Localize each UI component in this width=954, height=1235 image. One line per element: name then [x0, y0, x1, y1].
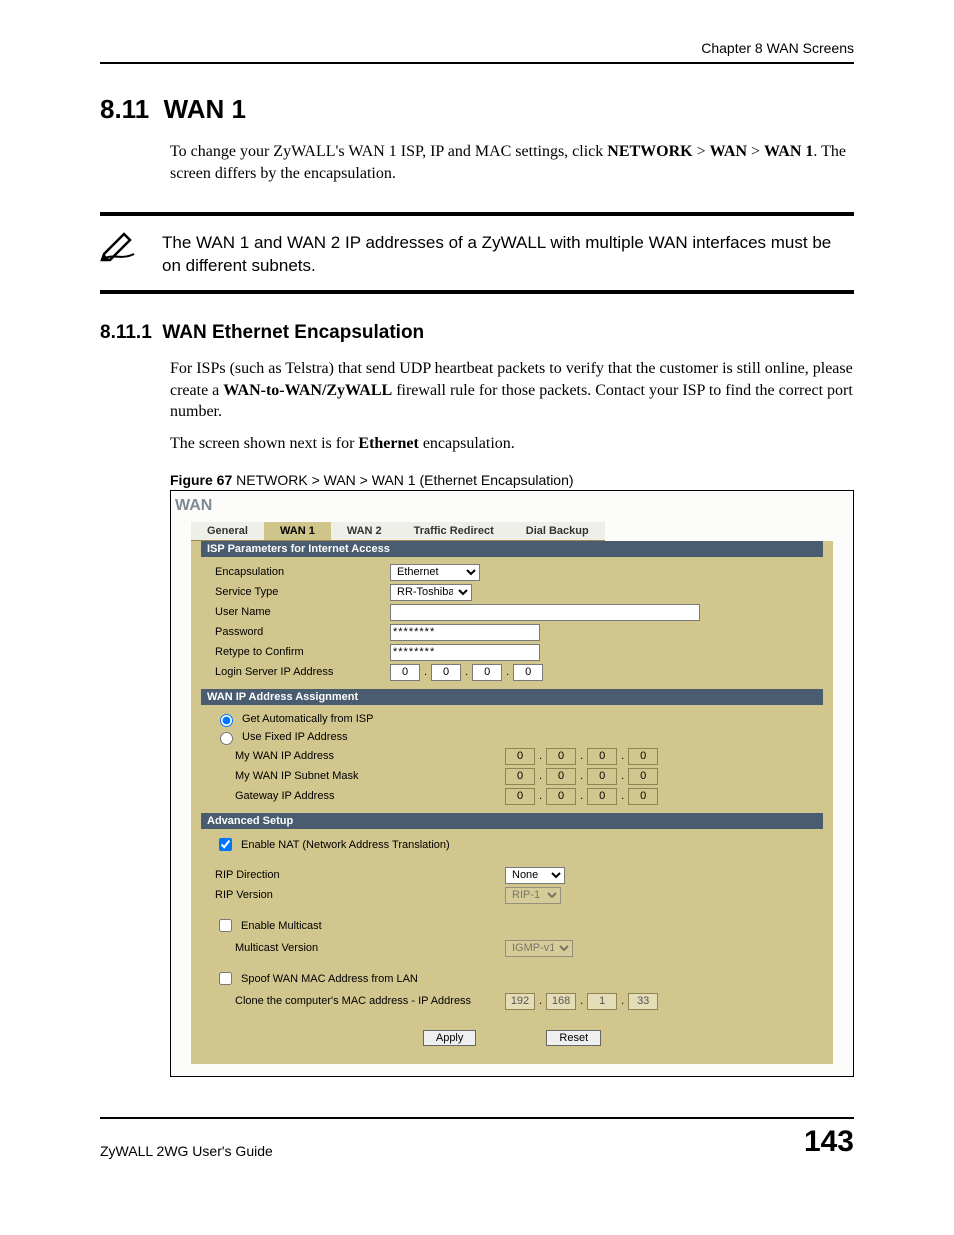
sub-para-2: The screen shown next is for Ethernet en… [170, 433, 854, 455]
rip-version-label: RIP Version [215, 889, 505, 901]
tab-wan2[interactable]: WAN 2 [331, 522, 398, 541]
subsection-title: WAN Ethernet Encapsulation [162, 322, 424, 343]
clone-mac-label: Clone the computer's MAC address - IP Ad… [215, 995, 505, 1007]
mywanip-oct-2[interactable] [546, 748, 576, 765]
login-ip-oct-3[interactable] [472, 664, 502, 681]
multicast-label: Enable Multicast [241, 920, 322, 932]
clone-oct-3[interactable] [587, 993, 617, 1010]
multicast-version-label: Multicast Version [215, 942, 505, 954]
group-advanced-title: Advanced Setup [201, 813, 823, 829]
my-wan-mask: . . . [505, 768, 658, 785]
chapter-header: Chapter 8 WAN Screens [100, 40, 854, 64]
spoof-mac-label: Spoof WAN MAC Address from LAN [241, 973, 418, 985]
multicast-checkbox[interactable] [219, 919, 232, 932]
figure-screenshot: WAN General WAN 1 WAN 2 Traffic Redirect… [170, 490, 854, 1077]
footer-guide-name: ZyWALL 2WG User's Guide [100, 1143, 273, 1159]
group-wanip-title: WAN IP Address Assignment [201, 689, 823, 705]
spoof-mac-checkbox[interactable] [219, 972, 232, 985]
tab-traffic-redirect[interactable]: Traffic Redirect [398, 522, 510, 541]
rip-direction-select[interactable]: None [505, 867, 565, 884]
rip-version-select[interactable]: RIP-1 [505, 887, 561, 904]
radio-fixed-label: Use Fixed IP Address [242, 731, 348, 743]
login-server-ip: . . . [390, 664, 543, 681]
mymask-oct-3[interactable] [587, 768, 617, 785]
tabs-row: General WAN 1 WAN 2 Traffic Redirect Dia… [191, 519, 833, 541]
clone-oct-2[interactable] [546, 993, 576, 1010]
tab-dial-backup[interactable]: Dial Backup [510, 522, 605, 541]
mywanip-oct-3[interactable] [587, 748, 617, 765]
note-text: The WAN 1 and WAN 2 IP addresses of a Zy… [162, 228, 854, 278]
user-name-label: User Name [215, 606, 390, 618]
sub-para-1: For ISPs (such as Telstra) that send UDP… [170, 358, 854, 423]
user-name-input[interactable] [390, 604, 700, 621]
tab-general[interactable]: General [191, 522, 264, 541]
footer-page-number: 143 [804, 1125, 854, 1159]
section-title: WAN 1 [164, 94, 246, 124]
intro-paragraph: To change your ZyWALL's WAN 1 ISP, IP an… [170, 141, 854, 184]
nat-checkbox[interactable] [219, 838, 232, 851]
mywanip-oct-4[interactable] [628, 748, 658, 765]
radio-auto-isp[interactable] [220, 714, 233, 727]
gw-oct-4[interactable] [628, 788, 658, 805]
tab-wan1[interactable]: WAN 1 [264, 522, 331, 541]
radio-fixed-ip[interactable] [220, 732, 233, 745]
gateway-label: Gateway IP Address [215, 790, 505, 802]
retype-input[interactable] [390, 644, 540, 661]
note-block: The WAN 1 and WAN 2 IP addresses of a Zy… [100, 212, 854, 294]
subsection-heading: 8.11.1 WAN Ethernet Encapsulation [100, 322, 854, 344]
apply-button[interactable]: Apply [423, 1030, 477, 1046]
service-type-select[interactable]: RR-Toshiba [390, 584, 472, 601]
login-server-label: Login Server IP Address [215, 666, 390, 678]
mymask-oct-1[interactable] [505, 768, 535, 785]
rip-direction-label: RIP Direction [215, 869, 505, 881]
my-wan-ip-label: My WAN IP Address [215, 750, 505, 762]
page-footer: ZyWALL 2WG User's Guide 143 [100, 1117, 854, 1159]
gateway-ip: . . . [505, 788, 658, 805]
clone-ip: . . . [505, 993, 658, 1010]
password-label: Password [215, 626, 390, 638]
gw-oct-2[interactable] [546, 788, 576, 805]
pane-title: WAN [171, 491, 853, 519]
service-type-label: Service Type [215, 586, 390, 598]
gw-oct-1[interactable] [505, 788, 535, 805]
login-ip-oct-2[interactable] [431, 664, 461, 681]
subsection-number: 8.11.1 [100, 322, 152, 343]
login-ip-oct-4[interactable] [513, 664, 543, 681]
nat-label: Enable NAT (Network Address Translation) [241, 839, 450, 851]
section-number: 8.11 [100, 94, 149, 124]
note-pencil-icon [100, 228, 144, 267]
mywanip-oct-1[interactable] [505, 748, 535, 765]
multicast-version-select[interactable]: IGMP-v1 [505, 940, 573, 957]
my-wan-mask-label: My WAN IP Subnet Mask [215, 770, 505, 782]
gw-oct-3[interactable] [587, 788, 617, 805]
tab-panel: ISP Parameters for Internet Access Encap… [191, 541, 833, 1064]
retype-label: Retype to Confirm [215, 646, 390, 658]
reset-button[interactable]: Reset [546, 1030, 601, 1046]
radio-auto-label: Get Automatically from ISP [242, 713, 373, 725]
mymask-oct-4[interactable] [628, 768, 658, 785]
section-heading: 8.11 WAN 1 [100, 94, 854, 125]
clone-oct-1[interactable] [505, 993, 535, 1010]
encapsulation-select[interactable]: Ethernet [390, 564, 480, 581]
password-input[interactable] [390, 624, 540, 641]
my-wan-ip: . . . [505, 748, 658, 765]
group-isp-title: ISP Parameters for Internet Access [201, 541, 823, 557]
login-ip-oct-1[interactable] [390, 664, 420, 681]
mymask-oct-2[interactable] [546, 768, 576, 785]
encapsulation-label: Encapsulation [215, 566, 390, 578]
clone-oct-4[interactable] [628, 993, 658, 1010]
figure-caption: Figure 67 NETWORK > WAN > WAN 1 (Etherne… [170, 472, 854, 488]
